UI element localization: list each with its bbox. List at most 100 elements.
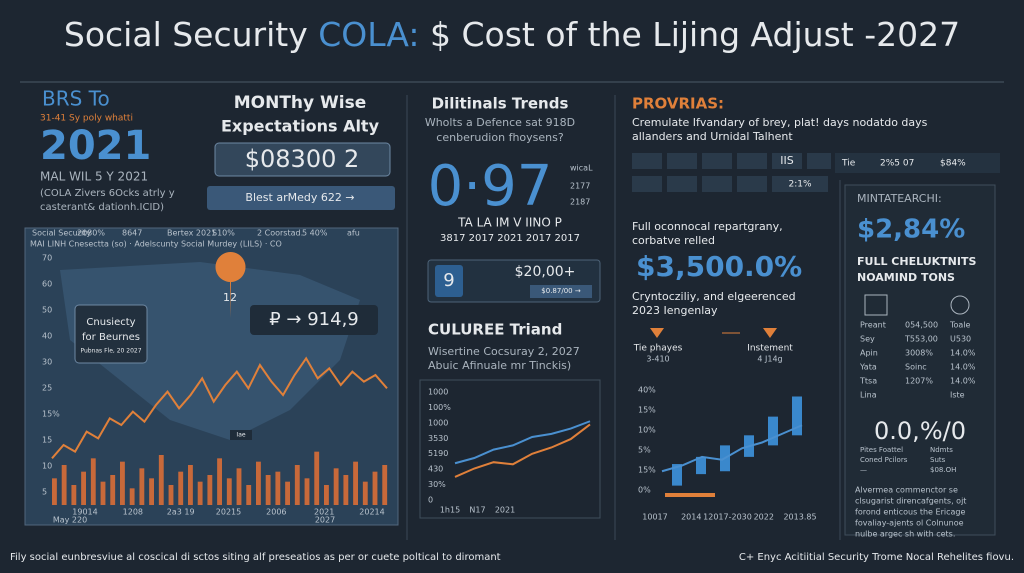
paragraph: nulbe argec sh with cets.: [855, 530, 955, 539]
right-panel: Tie 2%5 07 $84% MINTATEARCHI: $2,84% FUL…: [835, 153, 1000, 536]
label: $84%: [940, 159, 966, 169]
y-tick-label: 1000: [428, 388, 448, 397]
label: casterant& dationh.ICID): [40, 202, 164, 213]
y-tick-label: 15%: [638, 406, 656, 415]
amount: $08300 2: [245, 145, 360, 173]
y-tick-label: 70: [42, 254, 52, 263]
paragraph: fovaliay-ajents ol Colnunoe: [855, 519, 964, 528]
header-cell: 2 Coorstad.: [257, 229, 303, 238]
bar: [236, 468, 242, 505]
y-tick-label: 10%: [638, 426, 656, 435]
year: 2021: [40, 123, 151, 169]
table-cell: Toale: [949, 321, 971, 330]
table-cell: Preant: [860, 321, 886, 330]
icon: [737, 153, 767, 169]
bar: [324, 485, 329, 505]
line: [454, 420, 591, 465]
bar: [226, 478, 232, 505]
label: Tie phayes: [633, 344, 683, 354]
bar: [81, 471, 86, 505]
table-cell: Ndmts: [930, 446, 953, 454]
table-cell: 14.0%: [950, 377, 976, 386]
bar: [362, 481, 368, 505]
marker: [650, 328, 777, 338]
y-tick-label: 30%: [428, 480, 446, 489]
icon: [702, 153, 732, 169]
header-cell: Social Security: [32, 229, 91, 238]
table-cell: 14.0%: [950, 349, 976, 358]
bar: [129, 488, 135, 505]
y-tick-label: 1000: [428, 418, 448, 427]
y-tick-label: 40%: [638, 386, 656, 395]
bar: [61, 465, 67, 505]
callout-text: for Beurnes: [82, 332, 140, 343]
side-card: [844, 184, 996, 536]
bar: [372, 471, 378, 505]
button[interactable]: [207, 186, 395, 210]
box: [696, 456, 706, 475]
bar: [217, 458, 222, 505]
box: [672, 464, 682, 486]
icon: [737, 176, 767, 192]
title: Social Security COLA: $ Cost of the Liji…: [64, 15, 960, 54]
bar: [139, 468, 145, 505]
icon: [950, 295, 970, 315]
pin: [215, 252, 246, 318]
y-tick-label: 30: [42, 358, 52, 367]
callout-box: [74, 304, 148, 364]
table-cell: 054,500: [905, 321, 938, 330]
chart-frame: [419, 379, 601, 519]
y-tick-label: 5: [42, 488, 47, 497]
bar: [314, 451, 320, 505]
y-tick-label: 5190: [428, 449, 448, 458]
table-cell: Yata: [859, 363, 877, 372]
icon: [807, 153, 831, 169]
label: Cremulate Ifvandary of brey, plat! days …: [632, 116, 928, 129]
line: [661, 424, 803, 473]
table-cell: Ttsa: [859, 377, 877, 386]
icon: [632, 176, 662, 192]
widget-button-label[interactable]: $0.87/00 →: [541, 287, 581, 295]
label: cenberudion fhoysens?: [436, 131, 564, 144]
tag-label: Iae: [236, 432, 245, 439]
header-cell: S10%: [212, 229, 235, 238]
x-tick-label: N17: [469, 506, 485, 515]
heading: MINTATEARCHI:: [857, 192, 942, 205]
bar: [197, 481, 203, 505]
x-tick-label: 2027: [315, 516, 335, 525]
table-cell: Apin: [860, 349, 878, 358]
heading: CULUREE Triand: [428, 321, 562, 339]
paragraph: clsugarist direncafgents, ojt: [855, 497, 966, 506]
label: Cryntocziliy, and elgeerenced: [632, 290, 796, 303]
bar: [382, 465, 388, 505]
label: 2023 Iengenlay: [632, 304, 718, 317]
heading: PROVRIAS:: [632, 95, 724, 113]
y-tick-label: 5%: [638, 446, 651, 455]
paragraph: Alvermea commenctor se: [855, 486, 958, 495]
widget-amount: $20,00+: [515, 264, 576, 280]
amount-box: [214, 142, 391, 177]
x-tick-label: 1208: [123, 508, 143, 517]
x-tick-label: 1h15: [440, 506, 460, 515]
table-cell: T553,00: [904, 335, 938, 344]
label: Wholts a Defence sat 918D: [425, 116, 575, 129]
x-tick-label: 20215: [216, 508, 241, 517]
table-cell: Suts: [930, 456, 946, 464]
bar: [256, 461, 261, 505]
bar: [110, 475, 116, 505]
icon: [772, 153, 802, 169]
x-tick-label: 20214: [359, 508, 384, 517]
widget-button[interactable]: [530, 285, 592, 298]
label: Abuic Afinuale mr Tinckis): [428, 359, 571, 372]
label: (COLA Zivers 6Ocks atrly y: [40, 188, 175, 199]
button-label[interactable]: Blest arMedy 622 →: [245, 191, 354, 204]
label: Full oconnocal repartgrany,: [632, 220, 783, 233]
y-tick-label: 15: [42, 436, 52, 445]
callout-text: Cnusiecty: [86, 317, 135, 328]
box: [792, 396, 802, 436]
label: 3817 2017 2021 2017 2017: [440, 233, 580, 244]
x-tick-label: 19014: [72, 508, 97, 517]
bar: [158, 455, 164, 505]
header-cell: 8647: [122, 229, 142, 238]
y-tick-label: 0%: [638, 486, 651, 495]
